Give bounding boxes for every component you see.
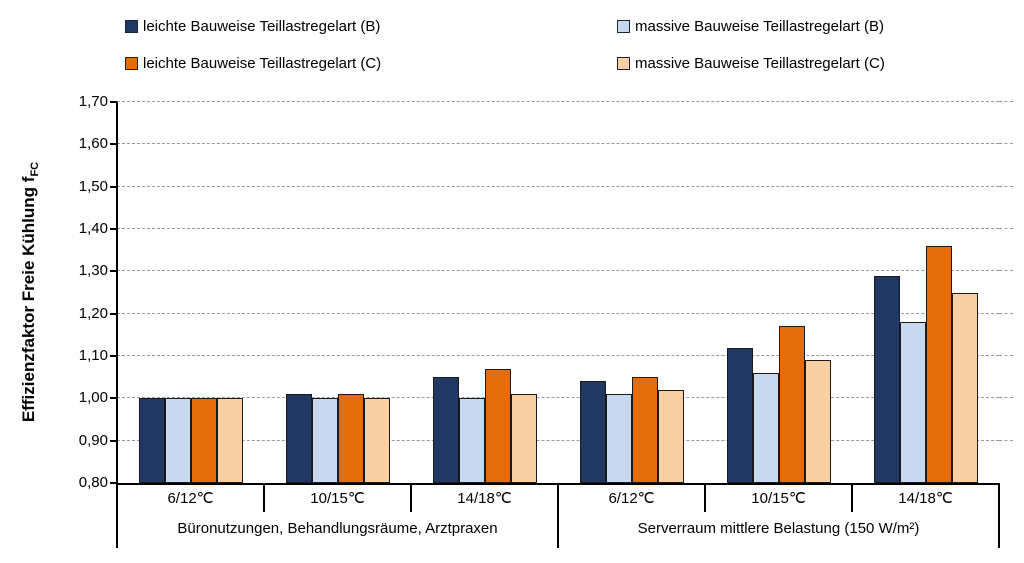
bar-6-12-s3	[216, 398, 243, 483]
gridline-overhang	[999, 143, 1013, 145]
bar-6-12-s3	[657, 389, 684, 483]
group-separator	[998, 483, 1000, 548]
y-tick-label: 0,90	[78, 431, 108, 449]
bar-10-15-s0	[285, 394, 312, 483]
category-separator	[410, 483, 412, 512]
bar-14-18-s2	[925, 245, 952, 483]
legend-item-leichte-b: leichte Bauweise Teillastregelart (B)	[125, 17, 381, 35]
y-axis-tick	[110, 439, 117, 442]
y-axis-tick	[110, 185, 117, 188]
bar-10-15-s2	[778, 326, 805, 483]
category-separator	[263, 483, 265, 512]
y-tick-label: 1,70	[78, 93, 108, 110]
gridline	[117, 439, 999, 441]
legend-label: leichte Bauweise Teillastregelart (C)	[143, 54, 382, 72]
category-label: 6/12℃	[167, 490, 214, 507]
legend-label: massive Bauweise Teillastregelart (B)	[635, 17, 884, 35]
y-axis-tick	[110, 143, 117, 146]
legend-swatch-massive-c-icon	[617, 56, 630, 70]
y-tick-label: 1,50	[78, 177, 108, 195]
y-tick-label: 1,60	[78, 135, 108, 153]
gridline	[117, 185, 999, 187]
y-axis-title-subscript: FC	[29, 161, 42, 177]
y-axis-line	[116, 102, 118, 485]
bar-6-12-s1	[164, 398, 191, 483]
y-axis-tick	[110, 355, 117, 357]
y-axis-tick	[110, 397, 117, 400]
y-axis-tick	[110, 101, 117, 103]
bar-14-18-s0	[873, 275, 900, 483]
bar-14-18-s2	[484, 368, 511, 483]
legend-label: leichte Bauweise Teillastregelart (B)	[143, 17, 381, 35]
bar-6-12-s2	[631, 377, 658, 483]
group-separator	[116, 483, 118, 548]
bar-10-15-s1	[311, 398, 338, 483]
group-label: Büronutzungen, Behandlungsräume, Arztpra…	[177, 520, 498, 537]
bar-14-18-s0	[432, 377, 459, 483]
bar-6-12-s2	[190, 398, 217, 483]
category-label: 14/18℃	[898, 490, 953, 507]
bar-6-12-s0	[138, 398, 165, 483]
gridline	[117, 312, 999, 314]
y-tick-label: 0,80	[78, 474, 108, 491]
gridline-overhang	[999, 101, 1013, 102]
legend-item-massive-c: massive Bauweise Teillastregelart (C)	[617, 54, 885, 72]
bar-10-15-s3	[363, 398, 390, 483]
bar-10-15-s1	[752, 372, 779, 483]
gridline-overhang	[999, 270, 1013, 272]
legend-item-massive-b: massive Bauweise Teillastregelart (B)	[617, 17, 884, 35]
bar-6-12-s1	[605, 394, 632, 483]
group-label: Serverraum mittlere Belastung (150 W/m²)	[637, 520, 920, 537]
gridline	[117, 355, 999, 356]
bar-14-18-s3	[510, 394, 537, 483]
y-tick-label: 1,30	[78, 262, 108, 280]
legend-swatch-leichte-b-icon	[125, 19, 138, 33]
y-axis-tick	[110, 312, 117, 315]
y-tick-label: 1,10	[78, 347, 108, 364]
gridline	[117, 101, 999, 102]
gridline-overhang	[999, 312, 1013, 314]
bar-10-15-s2	[337, 394, 364, 483]
gridline-overhang	[999, 439, 1013, 441]
bar-6-12-s0	[579, 381, 606, 483]
y-tick-label: 1,20	[78, 304, 108, 322]
y-axis-tick	[110, 482, 117, 484]
gridline-overhang	[999, 355, 1013, 356]
category-label: 10/15℃	[310, 490, 365, 507]
bar-14-18-s3	[951, 292, 978, 483]
gridline	[117, 228, 999, 229]
y-axis-tick	[110, 228, 117, 230]
gridline	[117, 143, 999, 145]
category-separator	[704, 483, 706, 512]
y-axis-tick	[110, 270, 117, 273]
gridline-overhang	[999, 397, 1013, 399]
category-label: 6/12℃	[608, 490, 655, 507]
gridline-overhang	[999, 228, 1013, 229]
gridline	[117, 270, 999, 272]
legend-label: massive Bauweise Teillastregelart (C)	[635, 54, 885, 72]
category-label: 14/18℃	[457, 490, 512, 507]
y-tick-label: 1,00	[78, 389, 108, 407]
group-separator	[557, 483, 559, 548]
legend-item-leichte-c: leichte Bauweise Teillastregelart (C)	[125, 54, 382, 72]
gridline-overhang	[999, 185, 1013, 187]
bar-10-15-s0	[726, 347, 753, 483]
bar-10-15-s3	[804, 360, 831, 483]
gridline	[117, 397, 999, 399]
y-tick-label: 1,40	[78, 220, 108, 237]
category-label: 10/15℃	[751, 490, 806, 507]
legend-swatch-leichte-c-icon	[125, 56, 138, 70]
legend-swatch-massive-b-icon	[617, 19, 630, 33]
category-separator	[851, 483, 853, 512]
bar-14-18-s1	[458, 398, 485, 483]
y-axis-title-text: Effizienzfaktor Freie Kühlung f	[18, 176, 38, 423]
bar-14-18-s1	[899, 322, 926, 483]
y-axis-title: Effizienzfaktor Freie Kühlung fFC	[19, 162, 41, 422]
